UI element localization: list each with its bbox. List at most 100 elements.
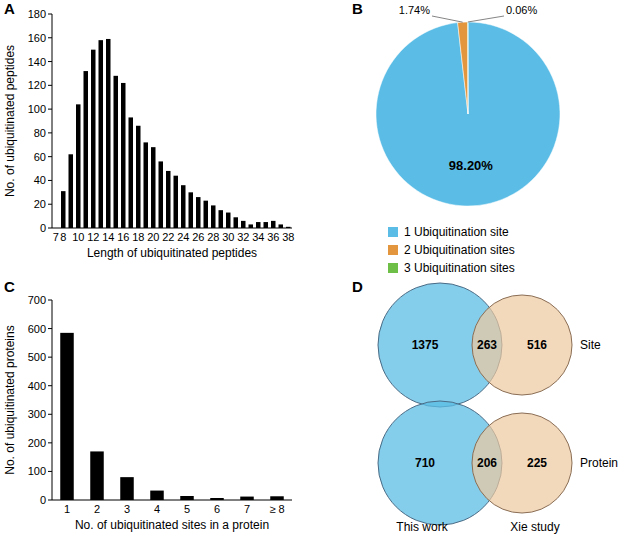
y-tick-label: 100 — [28, 103, 46, 115]
y-tick-label: 300 — [28, 408, 46, 420]
leader-line — [468, 16, 504, 22]
bar-panel: A781012141618202224262830323436380204060… — [3, 0, 294, 260]
bar — [226, 213, 231, 228]
bar — [90, 451, 104, 500]
x-axis-label: Length of ubiquitinated peptides — [87, 246, 257, 260]
y-tick-label: 60 — [34, 151, 46, 163]
y-tick-label: 80 — [34, 127, 46, 139]
venn-label: Site — [580, 338, 601, 352]
y-tick — [48, 14, 52, 15]
x-tick-label: 36 — [267, 231, 279, 243]
y-axis — [52, 14, 53, 228]
y-tick-label: 700 — [28, 294, 46, 306]
set-label: Xie study — [510, 520, 559, 534]
data-label: 1.74% — [399, 4, 430, 16]
bar — [256, 222, 261, 228]
bar — [136, 126, 141, 228]
y-tick-label: 40 — [34, 174, 46, 186]
y-tick — [48, 61, 52, 62]
bar — [271, 221, 276, 228]
bar — [106, 39, 111, 228]
y-axis-label: No. of ubiquitinated proteins — [3, 325, 17, 474]
bar — [84, 71, 89, 228]
x-tick-label: 32 — [237, 231, 249, 243]
y-tick-label: 0 — [40, 494, 46, 506]
legend-label: 3 Ubiquitination sites — [404, 261, 515, 275]
venn-count: 1375 — [412, 338, 439, 352]
y-tick — [48, 109, 52, 110]
bar — [180, 496, 194, 500]
x-tick-label: 14 — [102, 231, 114, 243]
y-tick — [48, 300, 52, 301]
x-tick-label: ≥ 8 — [269, 503, 284, 515]
y-tick — [48, 180, 52, 181]
venn-circle — [472, 295, 572, 395]
x-tick-label: 2 — [94, 503, 100, 515]
y-tick-label: 500 — [28, 351, 46, 363]
bar — [189, 192, 194, 228]
pie-panel: B98.20%1.74%0.06%1 Ubiquitination site2 … — [352, 0, 560, 275]
x-tick-label: 38 — [282, 231, 294, 243]
y-tick — [48, 414, 52, 415]
bar — [241, 221, 246, 228]
bars — [60, 333, 284, 500]
x-tick-label: 22 — [162, 231, 174, 243]
y-tick-label: 180 — [28, 8, 46, 20]
bar — [249, 224, 254, 228]
panel-label: C — [4, 278, 15, 295]
y-tick — [48, 156, 52, 157]
bar — [76, 104, 81, 228]
venn-circle — [378, 401, 502, 525]
x-tick-label: 28 — [207, 231, 219, 243]
y-tick — [48, 228, 52, 229]
bar — [159, 161, 164, 228]
legend-swatch — [388, 227, 398, 237]
x-axis — [52, 500, 292, 501]
pie-slice — [376, 22, 560, 206]
y-tick — [48, 442, 52, 443]
venn-panel: D1375263516Site710206225ProteinThis work… — [352, 278, 618, 534]
bar — [61, 191, 66, 228]
leader-line — [432, 16, 463, 22]
panel-label: A — [4, 0, 15, 17]
x-tick-label: 5 — [184, 503, 190, 515]
y-tick-label: 200 — [28, 437, 46, 449]
y-tick — [48, 471, 52, 472]
x-tick-label: 20 — [147, 231, 159, 243]
pie-slice — [467, 22, 468, 114]
y-axis-label: No. of ubiquitinated peptides — [3, 45, 17, 197]
bar — [279, 224, 284, 228]
bar — [211, 205, 216, 228]
x-axis-label: No. of ubiquitinated sites in a protein — [75, 518, 269, 532]
bar — [240, 497, 254, 500]
legend-swatch — [388, 245, 398, 255]
y-tick — [48, 385, 52, 386]
venn-count: 516 — [527, 338, 547, 352]
data-label: 98.20% — [449, 158, 494, 173]
bar — [69, 154, 74, 228]
panel-label: D — [352, 278, 363, 295]
x-tick-label: 30 — [222, 231, 234, 243]
x-tick-label: 34 — [252, 231, 264, 243]
bar — [270, 496, 284, 500]
bar — [60, 333, 74, 500]
x-tick-label: 6 — [214, 503, 220, 515]
venn-count: 263 — [477, 338, 497, 352]
bar — [114, 76, 119, 228]
bar-panel: C1234567≥ 80100200300400500600700No. of … — [3, 278, 292, 532]
y-tick — [48, 328, 52, 329]
x-tick-label: 1 — [64, 503, 70, 515]
bar — [99, 40, 104, 228]
bar — [181, 185, 186, 228]
x-tick-label: 7 — [53, 231, 59, 243]
y-tick — [48, 132, 52, 133]
bar — [150, 491, 164, 500]
bar — [219, 210, 224, 228]
venn-count: 206 — [477, 456, 497, 470]
bar — [91, 50, 96, 228]
venn-circle — [378, 283, 502, 407]
bar — [196, 197, 201, 228]
x-tick-label: 3 — [124, 503, 130, 515]
bar — [174, 176, 179, 228]
x-tick-label: 12 — [87, 231, 99, 243]
